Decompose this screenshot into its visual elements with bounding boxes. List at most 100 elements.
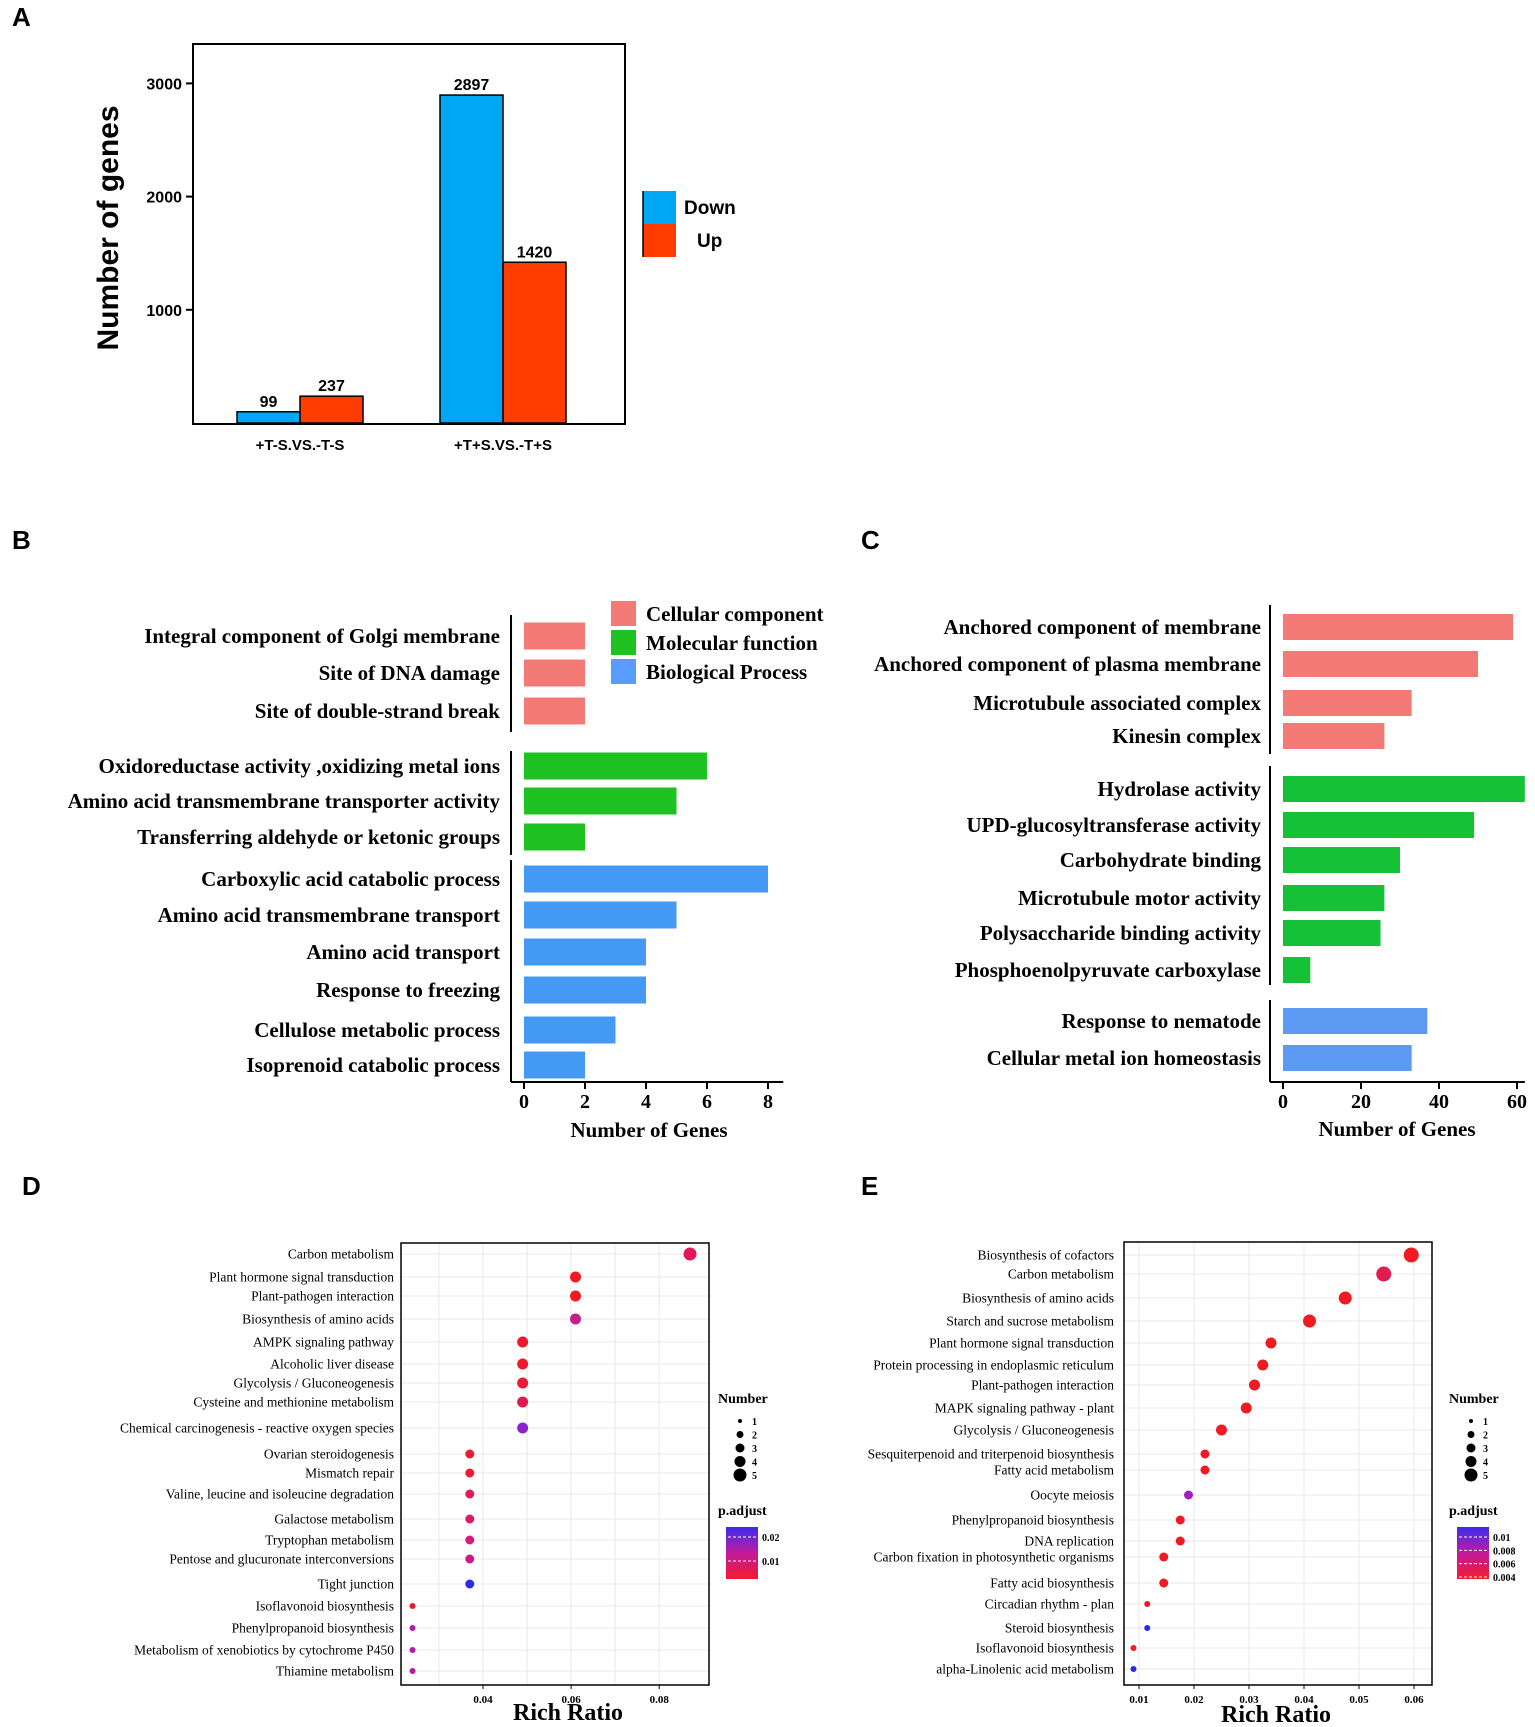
go-term-label: Cellulose metabolic process xyxy=(254,1018,500,1042)
x-tick-label: 8 xyxy=(763,1091,773,1113)
panel-e-xlabel: Rich Ratio xyxy=(1221,1702,1331,1727)
size-legend-dot xyxy=(1469,1419,1473,1423)
panel-a-ytick-label: 3000 xyxy=(146,76,182,93)
kegg-point-phenylpropanoid-biosynthesis xyxy=(409,1625,416,1631)
kegg-point-plant-pathogen-interaction xyxy=(1249,1379,1260,1391)
x-tick-label: 0.08 xyxy=(650,1694,670,1706)
x-tick-label: 0.06 xyxy=(1404,1694,1424,1706)
go-bar-phosphoenolpyruvate-carboxylase xyxy=(1283,957,1311,983)
kegg-point-pentose-and-glucuronate-interconversions xyxy=(465,1554,475,1564)
kegg-term-label: Glycolysis / Gluconeogenesis xyxy=(234,1376,394,1391)
legend-swatch-cellular-component xyxy=(611,601,636,626)
panel-a-ylabel: Number of genes xyxy=(92,105,125,350)
kegg-point-protein-processing-in-endoplasmic-reticulum xyxy=(1257,1359,1269,1371)
size-legend-dot xyxy=(734,1456,746,1467)
kegg-point-steroid-biosynthesis xyxy=(1144,1625,1151,1631)
size-legend-title: Number xyxy=(1449,1392,1499,1407)
panel-label-a: A xyxy=(12,2,31,32)
go-term-label: Microtubule motor activity xyxy=(1018,886,1262,910)
kegg-term-label: Plant hormone signal transduction xyxy=(209,1270,394,1285)
go-term-label: Amino acid transmembrane transporter act… xyxy=(68,789,501,813)
x-tick-label: 0.02 xyxy=(1184,1694,1204,1706)
bar-value-label: 1420 xyxy=(517,244,553,261)
color-legend-title: p.adjust xyxy=(718,1504,767,1519)
x-tick-label: 0.01 xyxy=(1129,1694,1148,1706)
kegg-point-circadian-rhythm-plan xyxy=(1144,1601,1151,1607)
kegg-term-label: Galactose metabolism xyxy=(274,1512,394,1527)
go-bar-site-of-double-strand-break xyxy=(524,697,585,725)
kegg-term-label: Oocyte meiosis xyxy=(1030,1488,1114,1503)
color-legend-label: 0.01 xyxy=(762,1557,780,1568)
panel-a-ytick-label: 2000 xyxy=(146,190,182,207)
kegg-term-label: MAPK signaling pathway - plant xyxy=(935,1401,1114,1416)
go-term-label: Phosphoenolpyruvate carboxylase xyxy=(955,958,1261,982)
go-bar-cellular-metal-ion-homeostasis xyxy=(1283,1045,1412,1071)
kegg-point-plant-hormone-signal-transduction xyxy=(570,1271,582,1283)
legend-label-down: Down xyxy=(684,198,736,219)
kegg-term-label: Sesquiterpenoid and triterpenoid biosynt… xyxy=(868,1447,1114,1462)
size-legend-dot xyxy=(1467,1431,1475,1438)
size-legend-label: 2 xyxy=(752,1431,757,1442)
panel-a-ytick-label: 1000 xyxy=(146,303,182,320)
kegg-term-label: Starch and sucrose metabolism xyxy=(946,1314,1114,1329)
kegg-term-label: Carbon fixation in photosynthetic organi… xyxy=(874,1550,1114,1565)
panel-a-xtick-label: +T-S.VS.-T-S xyxy=(256,437,345,454)
bar-value-label: 2897 xyxy=(454,77,490,94)
go-term-label: Site of DNA damage xyxy=(319,661,500,685)
x-tick-label: 20 xyxy=(1351,1091,1371,1113)
x-tick-label: 0.04 xyxy=(473,1694,493,1706)
size-legend-dot xyxy=(1464,1468,1478,1482)
kegg-point-alpha-linolenic-acid-metabolism xyxy=(1130,1666,1137,1672)
color-legend-label: 0.02 xyxy=(762,1533,780,1544)
bar-down-1 xyxy=(236,411,301,424)
kegg-term-label: AMPK signaling pathway xyxy=(253,1335,394,1350)
kegg-term-label: Plant hormone signal transduction xyxy=(929,1336,1114,1351)
kegg-term-label: Isoflavonoid biosynthesis xyxy=(256,1599,394,1614)
kegg-term-label: Phenylpropanoid biosynthesis xyxy=(952,1513,1114,1528)
x-tick-label: 0.04 xyxy=(1294,1694,1314,1706)
go-term-label: Site of double-strand break xyxy=(255,699,501,723)
size-legend-label: 5 xyxy=(1483,1471,1488,1482)
x-tick-label: 0.03 xyxy=(1239,1694,1259,1706)
go-term-label: Kinesin complex xyxy=(1112,724,1261,748)
kegg-term-label: Mismatch repair xyxy=(305,1466,394,1481)
legend-label-cellular-component: Cellular component xyxy=(646,602,824,626)
panel-d: D Carbon metabolism Plant hormone signal … xyxy=(22,1171,780,1726)
go-term-label: Cellular metal ion homeostasis xyxy=(987,1046,1261,1070)
panel-c-xlabel: Number of Genes xyxy=(1318,1117,1475,1141)
kegg-term-label: Valine, leucine and isoleucine degradati… xyxy=(166,1487,395,1502)
go-bar-carboxylic-acid-catabolic-process xyxy=(524,865,768,893)
go-bar-site-of-dna-damage xyxy=(524,659,585,687)
legend-swatch-biological-process xyxy=(611,659,636,684)
panel-a-frame xyxy=(192,43,626,425)
x-tick-label: 40 xyxy=(1429,1091,1449,1113)
kegg-term-label: Circadian rhythm - plan xyxy=(985,1597,1115,1612)
go-bar-microtubule-motor-activity xyxy=(1283,885,1385,911)
kegg-term-label: Thiamine metabolism xyxy=(276,1664,395,1679)
go-term-label: Isoprenoid catabolic process xyxy=(246,1053,500,1077)
plot-frame xyxy=(400,1242,710,1686)
size-legend-dot xyxy=(738,1419,742,1423)
go-bar-amino-acid-transmembrane-transport xyxy=(524,901,677,929)
go-bar-cellulose-metabolic-process xyxy=(524,1016,616,1044)
go-bar-anchored-component-of-plasma-membrane xyxy=(1283,651,1478,677)
panel-label-e: E xyxy=(861,1171,878,1201)
go-term-label: Transferring aldehyde or ketonic groups xyxy=(137,825,500,849)
kegg-term-label: Biosynthesis of amino acids xyxy=(962,1291,1114,1306)
size-legend-label: 1 xyxy=(752,1417,757,1428)
x-tick-label: 2 xyxy=(580,1091,590,1113)
panel-a-xtick-label: +T+S.VS.-T+S xyxy=(454,437,552,454)
legend-label-molecular-function: Molecular function xyxy=(646,631,818,655)
size-legend-dot xyxy=(1466,1443,1476,1453)
x-tick-label: 6 xyxy=(702,1091,712,1113)
go-bar-anchored-component-of-membrane xyxy=(1283,614,1514,640)
kegg-point-cysteine-and-methionine-metabolism xyxy=(517,1396,529,1408)
go-term-label: Polysaccharide binding activity xyxy=(980,921,1262,945)
panel-a: A Number of genes 1000 2000 3000 99 237 +T-S… xyxy=(12,2,736,454)
panel-b-xlabel: Number of Genes xyxy=(570,1118,727,1142)
panel-label-b: B xyxy=(12,525,31,555)
kegg-point-fatty-acid-metabolism xyxy=(1200,1465,1210,1475)
color-legend-label: 0.008 xyxy=(1493,1546,1516,1557)
kegg-term-label: Plant-pathogen interaction xyxy=(251,1289,394,1304)
go-bar-response-to-nematode xyxy=(1283,1008,1428,1034)
